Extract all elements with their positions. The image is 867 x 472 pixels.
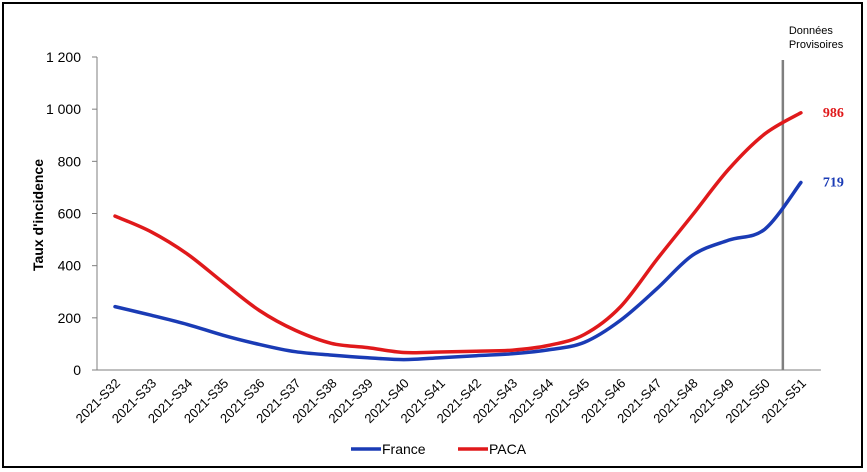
end-value-labels: 719 986 — [823, 106, 844, 191]
y-tick-label: 1 000 — [46, 101, 81, 117]
end-label-paca: 986 — [823, 106, 844, 121]
legend-label-france: France — [382, 441, 426, 457]
provisional-annotation-text: Données — [789, 25, 834, 37]
end-label-france: 719 — [823, 175, 844, 190]
x-axis: 2021-S322021-S332021-S342021-S352021-S36… — [73, 369, 821, 426]
provisional-annotation-text: Provisoires — [789, 39, 844, 51]
series-line-paca — [113, 111, 803, 355]
y-axis-label: Taux d'incidence — [30, 159, 46, 271]
y-tick-label: 800 — [58, 153, 82, 169]
provisional-data-annotation: Données Provisoires — [781, 25, 844, 370]
y-tick-label: 600 — [58, 206, 82, 222]
y-axis: 0 200 400 600 800 1 000 1 200 — [46, 49, 98, 378]
y-tick-label: 200 — [58, 310, 82, 326]
legend: France PACA — [351, 441, 527, 457]
series-line-france — [113, 180, 803, 362]
y-tick-label: 0 — [73, 362, 81, 378]
y-tick-label: 400 — [58, 258, 82, 274]
legend-label-paca: PACA — [489, 441, 527, 457]
y-tick-label: 1 200 — [46, 49, 81, 65]
series-lines — [113, 111, 803, 362]
